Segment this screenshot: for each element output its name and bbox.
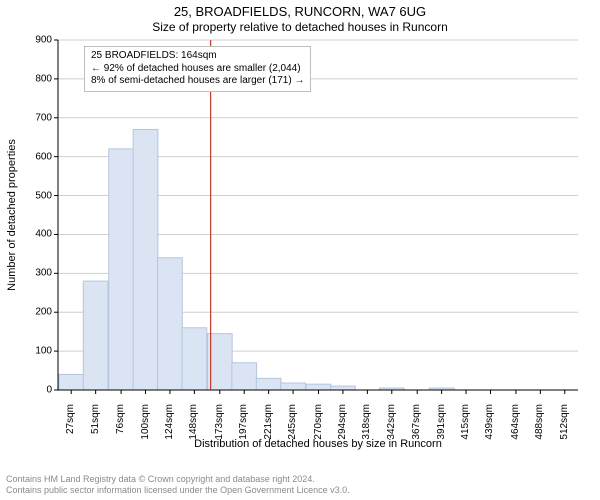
annotation-line-1: 25 BROADFIELDS: 164sqm	[91, 50, 304, 63]
annotation-box: 25 BROADFIELDS: 164sqm ← 92% of detached…	[84, 46, 311, 92]
annotation-line-2: ← 92% of detached houses are smaller (2,…	[91, 63, 304, 76]
y-axis-label: Number of detached properties	[6, 40, 20, 390]
footer-line-2: Contains public sector information licen…	[6, 485, 350, 496]
chart-subtitle: Size of property relative to detached ho…	[0, 20, 600, 36]
y-tick-label: 0	[22, 385, 52, 396]
chart-container: 25, BROADFIELDS, RUNCORN, WA7 6UG Size o…	[0, 0, 600, 500]
y-tick-label: 900	[22, 35, 52, 46]
y-tick-label: 200	[22, 307, 52, 318]
y-tick-label: 100	[22, 346, 52, 357]
y-tick-label: 800	[22, 73, 52, 84]
footer-line-1: Contains HM Land Registry data © Crown c…	[6, 474, 350, 485]
chart-title: 25, BROADFIELDS, RUNCORN, WA7 6UG	[0, 0, 600, 20]
plot-area	[58, 40, 578, 390]
histogram-svg	[58, 40, 578, 390]
footer-attribution: Contains HM Land Registry data © Crown c…	[6, 474, 350, 497]
y-tick-label: 600	[22, 151, 52, 162]
x-axis-label: Distribution of detached houses by size …	[58, 438, 578, 450]
y-tick-label: 700	[22, 112, 52, 123]
y-tick-label: 500	[22, 190, 52, 201]
y-tick-label: 400	[22, 229, 52, 240]
annotation-line-3: 8% of semi-detached houses are larger (1…	[91, 75, 304, 88]
y-tick-label: 300	[22, 268, 52, 279]
